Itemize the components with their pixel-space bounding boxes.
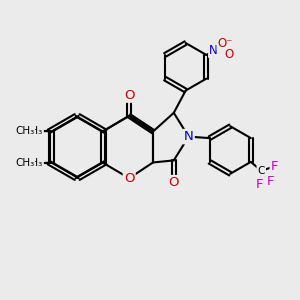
Text: CH₃: CH₃ <box>15 126 34 136</box>
Text: O: O <box>124 172 134 185</box>
Text: CH₃: CH₃ <box>24 126 43 136</box>
Text: O: O <box>124 88 134 101</box>
Text: F: F <box>256 178 263 191</box>
Text: CH₃: CH₃ <box>24 158 43 168</box>
Text: F: F <box>266 175 274 188</box>
Text: F: F <box>271 160 278 173</box>
Text: O: O <box>224 48 233 62</box>
Text: O: O <box>169 176 179 189</box>
Text: C: C <box>258 166 265 176</box>
Text: N⁺: N⁺ <box>209 44 224 57</box>
Text: N: N <box>184 130 194 143</box>
Text: CH₃: CH₃ <box>15 158 34 168</box>
Text: O⁻: O⁻ <box>218 37 233 50</box>
